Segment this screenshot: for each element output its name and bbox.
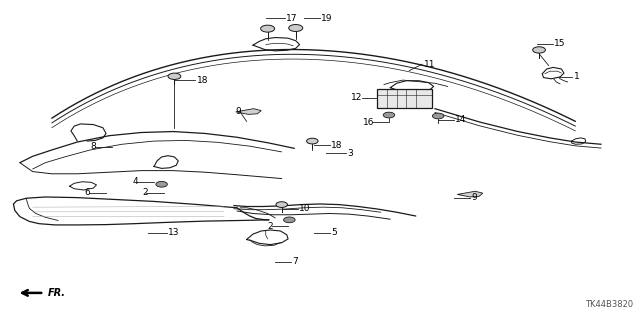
Circle shape bbox=[433, 113, 444, 119]
Text: 16: 16 bbox=[363, 117, 374, 127]
Text: 10: 10 bbox=[299, 204, 310, 213]
Text: 12: 12 bbox=[351, 93, 363, 102]
Polygon shape bbox=[236, 109, 261, 115]
Circle shape bbox=[156, 182, 168, 187]
Text: 14: 14 bbox=[456, 115, 467, 124]
Text: 5: 5 bbox=[331, 228, 337, 237]
Text: 13: 13 bbox=[168, 228, 179, 237]
Bar bbox=[378, 89, 432, 108]
Circle shape bbox=[383, 112, 395, 118]
Circle shape bbox=[168, 73, 180, 79]
Circle shape bbox=[284, 217, 295, 223]
Text: 19: 19 bbox=[321, 14, 333, 23]
Text: 2: 2 bbox=[268, 222, 273, 231]
Text: 8: 8 bbox=[91, 142, 97, 151]
Text: 17: 17 bbox=[286, 14, 298, 23]
Text: 6: 6 bbox=[84, 188, 90, 197]
Text: 9: 9 bbox=[236, 108, 241, 116]
Text: 18: 18 bbox=[331, 141, 342, 150]
Text: TK44B3820: TK44B3820 bbox=[585, 300, 633, 309]
Text: 15: 15 bbox=[554, 39, 566, 48]
Text: 1: 1 bbox=[573, 72, 579, 81]
Text: 9: 9 bbox=[471, 193, 477, 202]
Circle shape bbox=[276, 202, 287, 207]
Circle shape bbox=[307, 138, 318, 144]
Text: 4: 4 bbox=[132, 177, 138, 186]
Circle shape bbox=[532, 47, 545, 53]
Text: 18: 18 bbox=[196, 76, 208, 85]
Text: 7: 7 bbox=[292, 257, 298, 266]
Text: FR.: FR. bbox=[47, 288, 65, 298]
Polygon shape bbox=[458, 191, 483, 197]
Text: 2: 2 bbox=[142, 188, 148, 197]
Text: 3: 3 bbox=[347, 149, 353, 158]
Circle shape bbox=[289, 25, 303, 32]
Circle shape bbox=[260, 25, 275, 32]
Text: 11: 11 bbox=[424, 60, 435, 69]
